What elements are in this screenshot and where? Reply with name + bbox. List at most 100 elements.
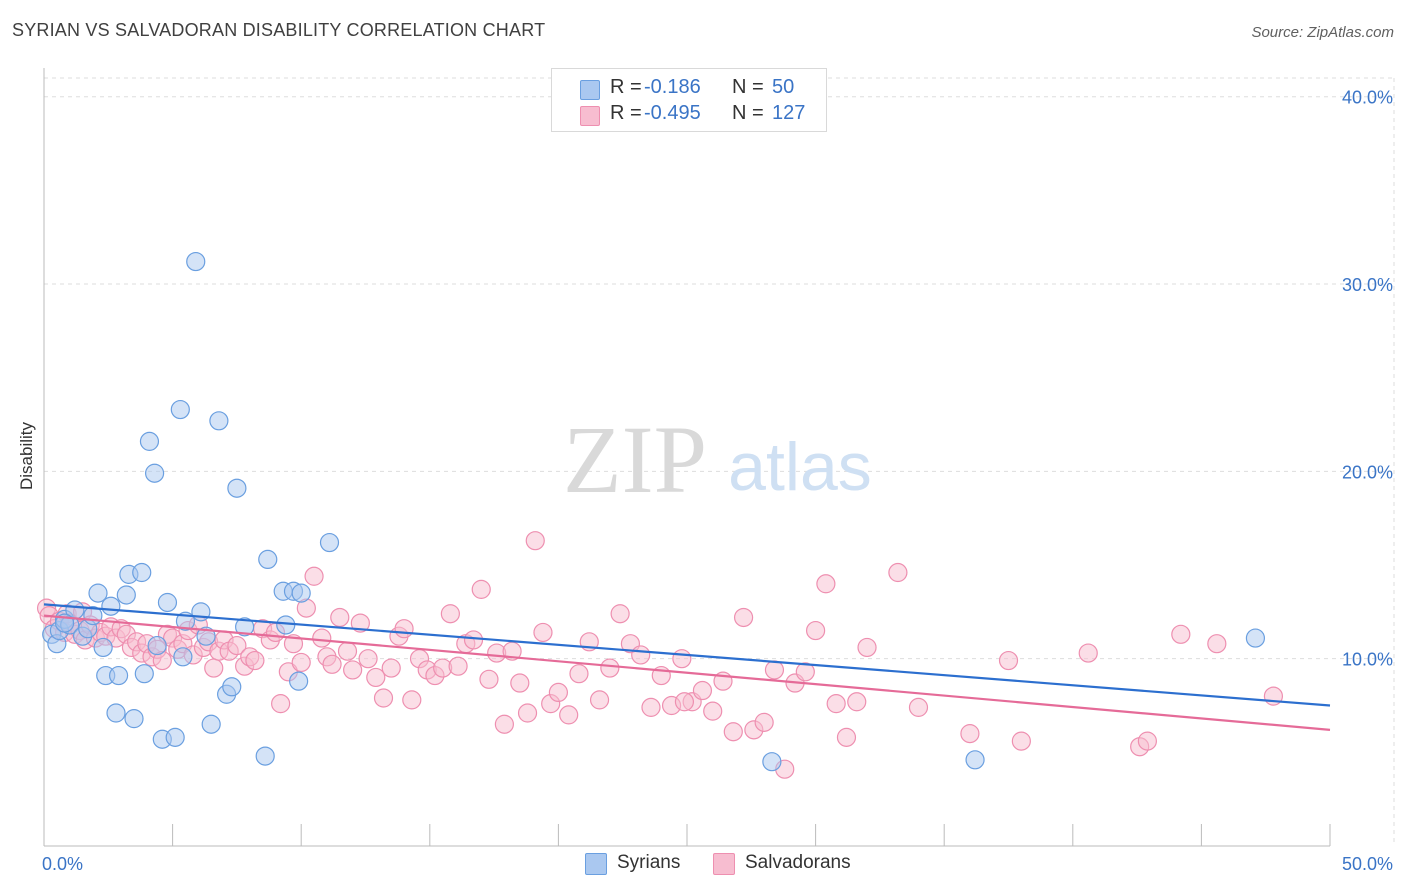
syrian-point <box>93 637 113 658</box>
r-value: -0.186 <box>644 76 701 98</box>
syrian-point <box>762 752 782 772</box>
syrian-point <box>108 665 129 686</box>
trend-lines <box>43 603 1331 731</box>
syrian-point <box>289 671 309 691</box>
tick-labels: 10.0% 20.0% 30.0% 40.0% 0.0% 50.0% <box>42 88 1393 874</box>
syrian-point <box>209 411 229 431</box>
salvadoran-point <box>674 692 695 712</box>
salvadoran-point <box>703 701 723 721</box>
salvadoran-point <box>908 697 929 717</box>
syrian-point <box>124 709 144 729</box>
salvadoran-point <box>733 607 754 628</box>
n-value: 127 <box>772 102 806 124</box>
salvadoran-point <box>672 649 692 669</box>
syrian-point <box>173 647 193 667</box>
salvadorans-legend-swatch <box>713 853 735 875</box>
syrian-point <box>101 596 121 616</box>
salvadoran-point <box>960 724 980 744</box>
salvadoran-point <box>641 697 661 717</box>
salvadoran-point <box>764 660 785 680</box>
salvadoran-point <box>471 579 491 599</box>
y-tick-label: 10.0% <box>1342 650 1393 670</box>
salvadoran-point <box>448 656 468 676</box>
syrian-point <box>201 714 221 734</box>
salvadoran-point <box>723 722 743 742</box>
salvadoran-point <box>304 566 324 586</box>
syrian-point <box>139 431 160 451</box>
salvadoran-point <box>559 705 579 725</box>
salvadoran-point <box>463 630 484 650</box>
r-label: R = <box>610 102 642 124</box>
salvadoran-point <box>589 690 610 710</box>
syrian-point <box>235 617 255 637</box>
n-value: 50 <box>772 76 795 98</box>
salvadoran-point <box>271 694 291 714</box>
chart-title: SYRIAN VS SALVADORAN DISABILITY CORRELAT… <box>12 20 546 40</box>
syrian-point <box>88 583 108 603</box>
salvadoran-point <box>857 637 877 658</box>
x-tick-label: 50.0% <box>1342 854 1393 874</box>
syrian-point <box>319 532 340 553</box>
salvadoran-point <box>227 635 247 656</box>
syrians-trend-line <box>43 603 1331 707</box>
syrian-point <box>227 478 247 498</box>
salvadoran-point <box>494 714 514 734</box>
salvadoran-point <box>816 574 836 594</box>
salvadoran-point <box>517 703 538 723</box>
salvadoran-point <box>337 641 358 661</box>
salvadoran-point <box>610 604 630 624</box>
syrian-point <box>291 583 311 603</box>
salvadoran-point <box>245 650 265 671</box>
syrian-point <box>1245 628 1266 648</box>
salvadoran-point <box>322 654 342 674</box>
salvadoran-point <box>631 645 651 665</box>
salvadoran-point <box>805 620 826 641</box>
syrian-point <box>165 727 185 747</box>
salvadoran-point <box>366 667 386 688</box>
series-salvadorans <box>36 531 1284 779</box>
y-tick-label: 30.0% <box>1342 275 1393 295</box>
salvadoran-point <box>548 682 569 703</box>
salvadoran-point <box>343 660 363 680</box>
salvadoran-point <box>795 662 815 682</box>
syrian-point <box>144 463 165 483</box>
salvadoran-point <box>291 652 311 673</box>
salvadoran-point <box>312 628 332 648</box>
salvadoran-point <box>1011 731 1031 751</box>
watermark-zip: ZIP <box>563 406 707 513</box>
salvadoran-point <box>525 531 545 551</box>
y-tick-label: 40.0% <box>1342 88 1393 108</box>
source-label: Source: ZipAtlas.com <box>1251 24 1394 41</box>
syrians-swatch <box>580 80 600 100</box>
syrian-point <box>157 592 178 613</box>
salvadoran-point <box>888 562 908 583</box>
syrian-point <box>170 399 190 420</box>
salvadoran-point <box>826 694 846 714</box>
salvadorans-swatch <box>580 106 600 126</box>
n-label: N = <box>732 102 764 124</box>
salvadoran-point <box>847 692 867 712</box>
salvadoran-point <box>692 680 713 701</box>
syrians-legend-swatch <box>585 853 607 875</box>
salvadoran-point <box>600 658 620 678</box>
syrian-point <box>134 664 154 684</box>
salvadoran-point <box>373 688 394 708</box>
n-label: N = <box>732 76 764 98</box>
salvadoran-point <box>358 649 378 669</box>
gridlines <box>44 77 1395 846</box>
stats-row-syrians: R = -0.186 N = 50 <box>552 76 826 102</box>
salvadoran-point <box>204 658 224 678</box>
legend-label-salvadorans: Salvadorans <box>745 852 851 873</box>
salvadorans-trend-line <box>43 614 1331 731</box>
r-value: -0.495 <box>644 102 701 124</box>
stats-legend: R = -0.186 N = 50 R = -0.495 N = 127 <box>551 68 827 132</box>
salvadoran-point <box>1171 624 1191 644</box>
syrian-point <box>132 562 152 583</box>
syrian-point <box>222 677 242 697</box>
syrian-point <box>116 585 136 605</box>
watermark: ZIP atlas <box>563 406 872 513</box>
axes <box>43 68 1331 847</box>
salvadoran-point <box>330 607 350 628</box>
y-tick-label: 20.0% <box>1342 462 1393 482</box>
